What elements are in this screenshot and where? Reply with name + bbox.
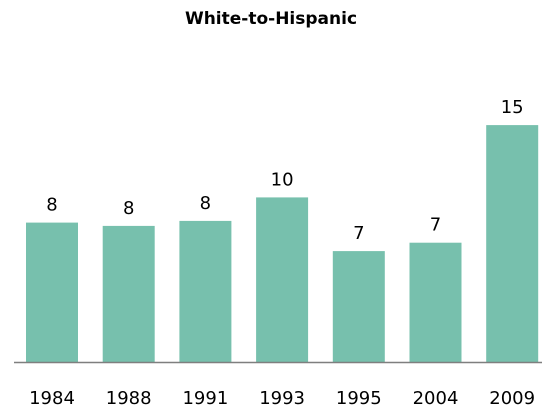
- value-label-1988: 8: [123, 198, 134, 219]
- value-label-2009: 15: [501, 97, 524, 118]
- bar-1991: [179, 220, 232, 362]
- x-tick-label-1993: 1993: [259, 388, 305, 409]
- x-tick-label-1984: 1984: [29, 388, 75, 409]
- bar-1993: [256, 197, 309, 362]
- value-label-1991: 8: [200, 193, 211, 214]
- bar-1988: [102, 225, 155, 362]
- chart-title: White-to-Hispanic: [184, 9, 358, 29]
- value-label-1995: 7: [353, 223, 364, 244]
- bar-1995: [332, 251, 385, 362]
- x-tick-label-1995: 1995: [336, 388, 382, 409]
- bar-2004: [409, 242, 462, 362]
- value-label-1984: 8: [46, 195, 57, 216]
- x-tick-label-2004: 2004: [413, 388, 459, 409]
- value-label-1993: 10: [271, 169, 294, 190]
- x-tick-label-2009: 2009: [489, 388, 535, 409]
- value-label-2004: 7: [430, 215, 441, 236]
- x-tick-label-1991: 1991: [182, 388, 228, 409]
- bar-2009: [486, 125, 539, 362]
- bar-1984: [26, 222, 78, 362]
- x-tick-label-1988: 1988: [106, 388, 152, 409]
